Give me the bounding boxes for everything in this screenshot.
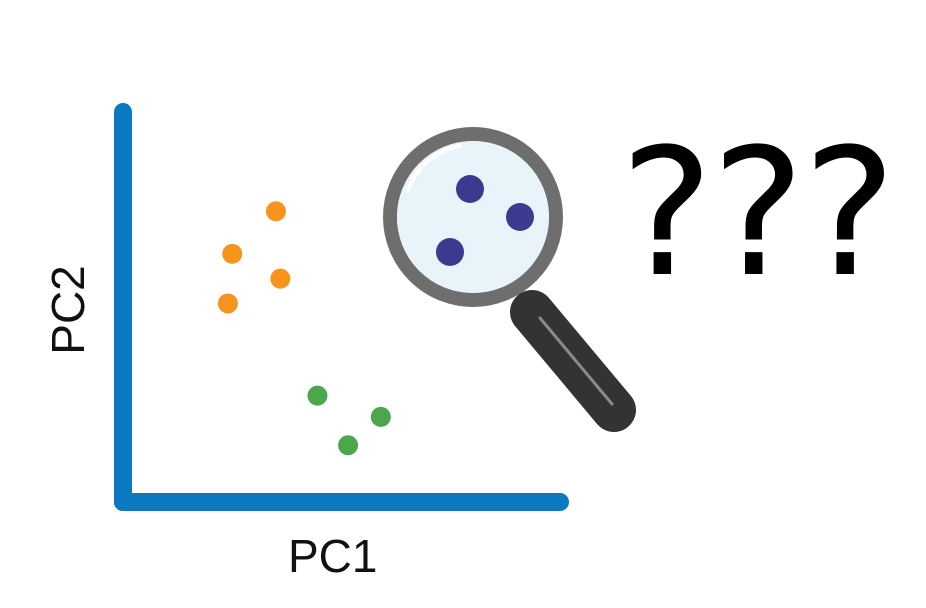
y-axis-label: PC2 — [42, 265, 94, 355]
scatter-point — [307, 385, 328, 406]
magnifier-lens — [397, 141, 549, 293]
scatter-point — [338, 435, 359, 456]
scatter-point — [222, 243, 243, 264]
scatter-point — [370, 406, 391, 427]
magnifier-handle-highlight — [538, 316, 614, 406]
magnified-point — [506, 203, 534, 231]
scatter-point — [265, 201, 286, 222]
magnifier-rim — [383, 127, 563, 307]
magnified-point — [456, 175, 484, 203]
axes — [114, 103, 569, 511]
x-axis-label: PC1 — [288, 530, 378, 582]
scatter-point — [217, 293, 238, 314]
magnifier-handle — [510, 290, 636, 432]
magnifying-glass-icon — [383, 127, 636, 432]
scatter-point — [270, 268, 291, 289]
question-marks: ??? — [620, 111, 896, 316]
magnified-point — [436, 238, 464, 266]
scatter-points — [217, 201, 391, 456]
lens-glare — [406, 144, 462, 192]
